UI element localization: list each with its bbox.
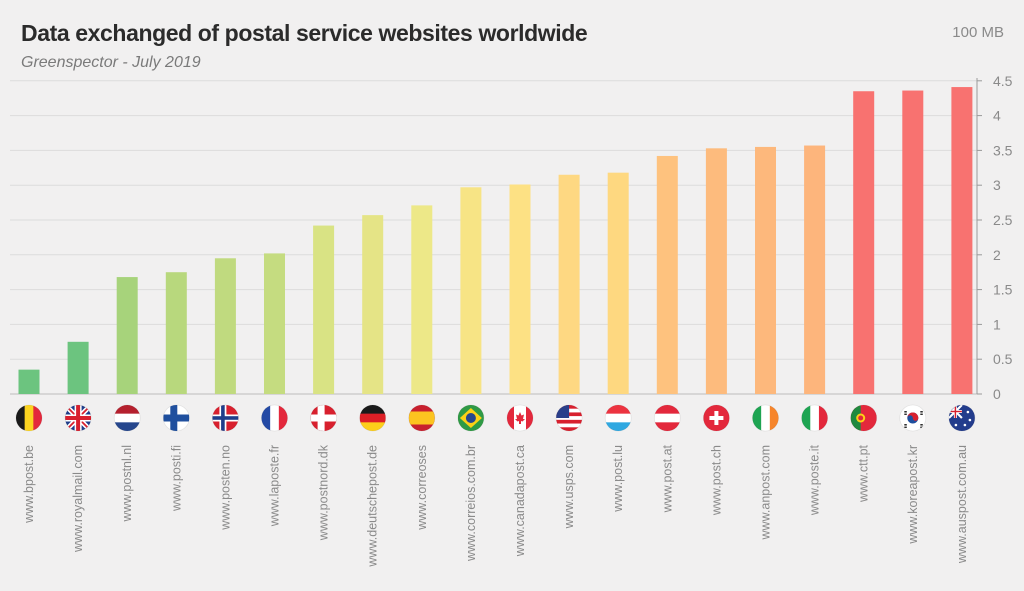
x-tick-label: www.correios.com.br [464,445,478,562]
x-tick-label: www.koreapost.kr [906,445,920,545]
unit-label: 100 MB [952,24,1004,41]
norway-flag-icon [211,404,239,432]
x-tick-label: www.post.lu [611,445,625,513]
y-tick-label: 0 [993,386,1001,402]
bar [558,174,580,394]
x-tick-label: www.bpost.be [22,445,36,524]
y-tick-label: 3.5 [993,142,1013,158]
switzerland-flag-icon [703,404,730,432]
bar [607,172,629,394]
x-tick-label: www.ctt.pt [857,444,871,502]
x-tick-label: www.laposte.fr [268,445,282,527]
chart-title: Data exchanged of postal service website… [21,20,588,46]
australia-flag-icon [948,404,976,432]
bar [264,253,285,394]
x-tick-label: www.post.ch [709,445,723,516]
bar [362,215,384,394]
bar [804,145,826,394]
bar [116,277,138,394]
bar [656,155,678,394]
y-tick-label: 2 [993,247,1001,263]
united-kingdom-flag-icon [64,404,92,432]
y-axis: 0 0.5 1 1.5 2 2.5 3 3.5 4 4.5 [976,73,1013,402]
bar [460,187,482,394]
bar [67,341,89,394]
flags [15,404,976,432]
bar [951,87,973,395]
x-tick-label: www.deutschepost.de [366,445,380,568]
x-tick-label: www.canadapost.ca [513,445,527,557]
y-tick-label: 4.5 [993,73,1013,89]
x-tick-label: www.royalmail.com [71,445,85,553]
denmark-flag-icon [310,404,338,432]
bars [18,87,973,395]
ireland-flag-icon [752,404,779,432]
x-tick-label: www.usps.com [562,445,576,529]
x-tick-label: www.correoses [415,445,429,531]
y-tick-label: 1.5 [993,282,1013,298]
austria-flag-icon [653,404,681,432]
chart-subtitle: Greenspector - July 2019 [21,54,201,71]
france-flag-icon [261,404,288,432]
brazil-flag-icon [457,404,485,432]
finland-flag-icon [162,404,190,432]
y-tick-label: 4 [993,108,1001,124]
germany-flag-icon [359,404,387,432]
usa-flag-icon [555,404,583,432]
x-tick-label: www.poste.it [808,444,822,516]
x-tick-label: www.posten.no [218,445,232,531]
bar [165,272,187,394]
y-tick-label: 0.5 [993,351,1013,367]
bar [705,148,727,394]
netherlands-flag-icon [113,404,141,432]
canada-flag-icon [506,404,534,432]
luxembourg-flag-icon [604,404,632,432]
x-tick-label: www.anpost.com [759,445,773,540]
x-tick-label: www.postnl.nl [120,445,134,522]
bar [313,225,335,394]
x-tick-label: www.post.at [660,444,674,513]
x-tick-label: www.posti.fi [169,445,183,512]
bar [214,258,236,394]
bar [853,91,875,395]
bar [902,90,924,394]
portugal-flag-icon [850,404,878,432]
bar [509,184,531,394]
bar [18,369,40,394]
x-axis-labels: www.bpost.be www.royalmail.com www.postnl.… [22,444,969,567]
bar [755,146,776,394]
italy-flag-icon [801,404,828,432]
belgium-flag-icon [15,404,43,432]
y-tick-label: 2.5 [993,212,1013,228]
bar [411,205,433,394]
y-tick-label: 3 [993,177,1001,193]
y-tick-label: 1 [993,316,1001,332]
x-tick-label: www.auspost.com.au [955,445,969,564]
gridlines [10,80,977,395]
south-korea-flag-icon [899,404,927,432]
spain-flag-icon [408,404,436,432]
x-tick-label: www.postnord.dk [317,444,331,541]
